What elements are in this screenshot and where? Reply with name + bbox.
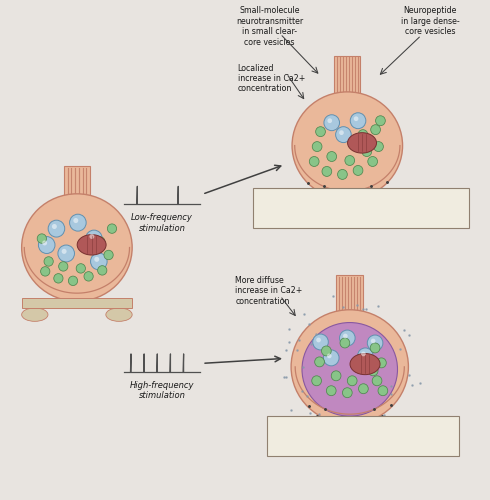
Circle shape xyxy=(48,220,65,237)
Circle shape xyxy=(315,357,324,367)
Text: More diffuse
increase in Ca2+
concentration: More diffuse increase in Ca2+ concentrat… xyxy=(235,276,303,306)
Circle shape xyxy=(372,376,382,386)
Circle shape xyxy=(98,266,107,275)
Circle shape xyxy=(345,156,355,166)
Ellipse shape xyxy=(347,132,376,153)
FancyBboxPatch shape xyxy=(64,166,90,207)
Circle shape xyxy=(374,142,383,152)
Circle shape xyxy=(370,343,380,353)
Circle shape xyxy=(326,386,336,396)
Circle shape xyxy=(89,234,95,239)
Circle shape xyxy=(378,386,388,396)
Circle shape xyxy=(350,113,366,128)
Circle shape xyxy=(107,224,117,234)
Circle shape xyxy=(338,170,347,179)
Ellipse shape xyxy=(293,430,320,444)
Circle shape xyxy=(94,257,99,262)
Circle shape xyxy=(323,350,339,366)
Circle shape xyxy=(69,276,77,285)
Circle shape xyxy=(37,234,47,243)
Circle shape xyxy=(371,124,380,134)
Circle shape xyxy=(70,214,86,231)
Ellipse shape xyxy=(376,206,403,220)
Text: Release of both
types of transmitter: Release of both types of transmitter xyxy=(324,426,403,446)
Text: Preferential release of small-
molecule neurotransmitter: Preferential release of small- molecule … xyxy=(304,198,417,218)
Circle shape xyxy=(354,116,358,121)
Circle shape xyxy=(321,346,331,356)
Ellipse shape xyxy=(106,308,132,322)
Circle shape xyxy=(309,156,319,166)
Circle shape xyxy=(347,376,357,386)
Circle shape xyxy=(313,334,328,350)
Circle shape xyxy=(322,166,332,176)
Circle shape xyxy=(371,338,375,344)
Circle shape xyxy=(343,388,352,398)
Ellipse shape xyxy=(77,234,106,255)
Circle shape xyxy=(327,118,332,123)
FancyBboxPatch shape xyxy=(334,56,361,106)
Circle shape xyxy=(316,338,321,342)
Ellipse shape xyxy=(22,308,48,322)
Ellipse shape xyxy=(22,194,132,301)
Text: Small-molecule
neurotransmitter
in small clear-
core vesicles: Small-molecule neurotransmitter in small… xyxy=(236,6,303,46)
Ellipse shape xyxy=(302,322,397,416)
Ellipse shape xyxy=(380,430,407,444)
Circle shape xyxy=(76,264,85,273)
FancyBboxPatch shape xyxy=(293,420,407,429)
Circle shape xyxy=(361,352,366,356)
Text: Neuropeptide
in large dense-
core vesicles: Neuropeptide in large dense- core vesicl… xyxy=(401,6,460,36)
Circle shape xyxy=(91,253,107,270)
Circle shape xyxy=(104,250,113,260)
Circle shape xyxy=(358,348,373,364)
Circle shape xyxy=(96,237,105,246)
Circle shape xyxy=(376,358,386,368)
FancyBboxPatch shape xyxy=(268,416,460,456)
Ellipse shape xyxy=(292,92,403,200)
Text: Localized
increase in Ca2+
concentration: Localized increase in Ca2+ concentration xyxy=(238,64,305,94)
Text: High-frequency
stimulation: High-frequency stimulation xyxy=(130,381,195,400)
Circle shape xyxy=(59,262,68,271)
Circle shape xyxy=(375,116,385,126)
Circle shape xyxy=(353,166,363,175)
Circle shape xyxy=(74,218,78,223)
Circle shape xyxy=(86,230,102,247)
Circle shape xyxy=(312,376,321,386)
FancyBboxPatch shape xyxy=(336,276,363,325)
Circle shape xyxy=(340,330,355,346)
Ellipse shape xyxy=(350,354,380,374)
FancyBboxPatch shape xyxy=(22,298,132,308)
Circle shape xyxy=(368,156,377,166)
Circle shape xyxy=(368,335,383,351)
Circle shape xyxy=(336,126,351,142)
Circle shape xyxy=(368,366,378,376)
Circle shape xyxy=(44,256,53,266)
Circle shape xyxy=(62,249,67,254)
Circle shape xyxy=(324,115,340,130)
Circle shape xyxy=(343,334,348,338)
Circle shape xyxy=(362,146,372,156)
Circle shape xyxy=(42,240,47,246)
Circle shape xyxy=(52,224,57,229)
Circle shape xyxy=(359,384,368,394)
Circle shape xyxy=(58,245,74,262)
Circle shape xyxy=(327,354,332,358)
Text: Low-frequency
stimulation: Low-frequency stimulation xyxy=(131,213,193,233)
Ellipse shape xyxy=(292,206,318,220)
Circle shape xyxy=(84,272,93,281)
Circle shape xyxy=(41,266,50,276)
Circle shape xyxy=(331,371,341,381)
Circle shape xyxy=(340,338,350,348)
FancyBboxPatch shape xyxy=(253,188,469,228)
FancyBboxPatch shape xyxy=(292,196,403,205)
Circle shape xyxy=(54,274,63,283)
Circle shape xyxy=(327,152,337,162)
Circle shape xyxy=(316,126,325,136)
Circle shape xyxy=(358,130,368,140)
Circle shape xyxy=(312,142,322,152)
Ellipse shape xyxy=(291,310,408,424)
Circle shape xyxy=(38,236,55,254)
Circle shape xyxy=(339,130,344,135)
